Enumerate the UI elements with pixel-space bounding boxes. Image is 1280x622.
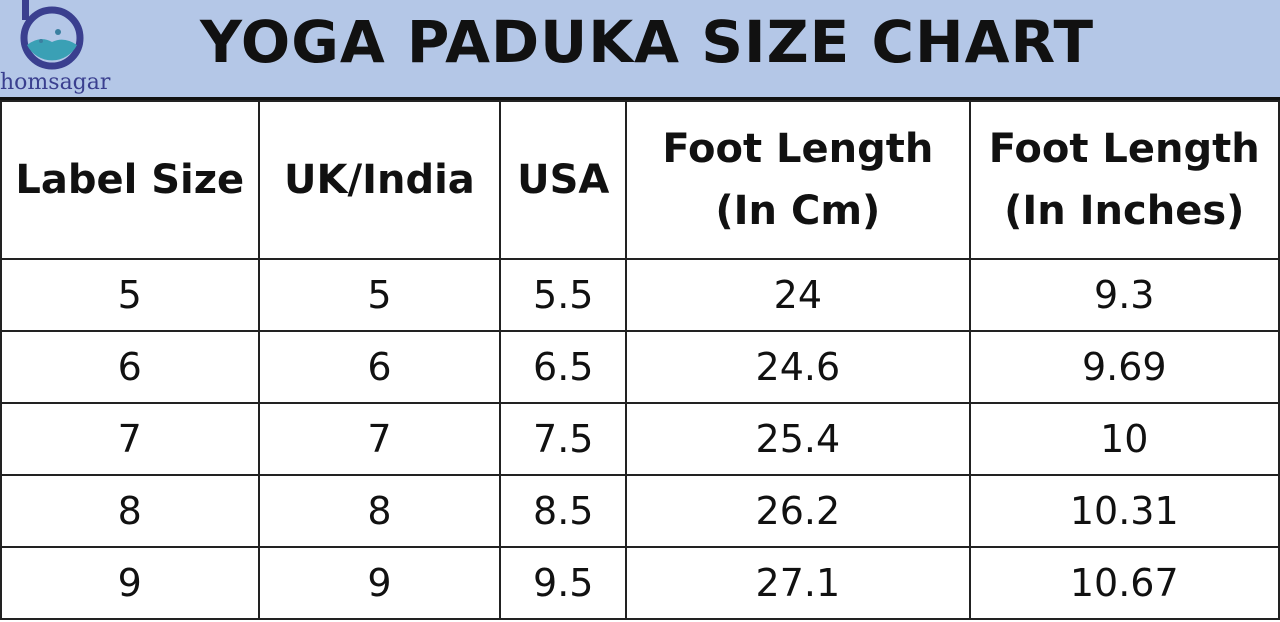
- table-cell: 8: [257, 474, 502, 548]
- table-cell: 6: [0, 330, 260, 404]
- column-header: UK/India: [257, 100, 502, 260]
- table-cell: 7: [257, 402, 502, 476]
- homsagar-logo: homsagar: [0, 0, 115, 100]
- title-bar: homsagar YOGA PADUKA SIZE CHART: [0, 0, 1280, 100]
- table-cell: 7.5: [499, 402, 628, 476]
- table-cell: 5: [257, 258, 502, 332]
- size-table: Label Size UK/India USA Foot Length (In …: [0, 100, 1280, 620]
- table-cell: 8.5: [499, 474, 628, 548]
- logo-icon: [20, 0, 84, 70]
- column-header: Label Size: [0, 100, 260, 260]
- table-cell: 9: [257, 546, 502, 620]
- table-cell: 7: [0, 402, 260, 476]
- table-row: 8 8 8.5 26.2 10.31: [0, 474, 1280, 548]
- column-header: Foot Length (In Cm): [625, 100, 971, 260]
- table-row: 9 9 9.5 27.1 10.67: [0, 546, 1280, 620]
- table-cell: 9.69: [968, 330, 1280, 404]
- table-cell: 25.4: [625, 402, 971, 476]
- table-row: 7 7 7.5 25.4 10: [0, 402, 1280, 476]
- table-cell: 5.5: [499, 258, 628, 332]
- column-header: USA: [499, 100, 628, 260]
- table-cell: 6: [257, 330, 502, 404]
- table-cell: 24.6: [625, 330, 971, 404]
- table-cell: 10.31: [968, 474, 1280, 548]
- table-cell: 24: [625, 258, 971, 332]
- header-row: Label Size UK/India USA Foot Length (In …: [0, 100, 1280, 260]
- table-cell: 9.5: [499, 546, 628, 620]
- table-cell: 26.2: [625, 474, 971, 548]
- table-row: 6 6 6.5 24.6 9.69: [0, 330, 1280, 404]
- logo-text: homsagar: [0, 70, 111, 95]
- table-cell: 8: [0, 474, 260, 548]
- table-cell: 5: [0, 258, 260, 332]
- table-cell: 27.1: [625, 546, 971, 620]
- table-cell: 9.3: [968, 258, 1280, 332]
- page-title: YOGA PADUKA SIZE CHART: [200, 8, 1095, 76]
- column-header: Foot Length (In Inches): [968, 100, 1280, 260]
- table-cell: 6.5: [499, 330, 628, 404]
- table-cell: 10.67: [968, 546, 1280, 620]
- table-cell: 10: [968, 402, 1280, 476]
- table-cell: 9: [0, 546, 260, 620]
- table-row: 5 5 5.5 24 9.3: [0, 258, 1280, 332]
